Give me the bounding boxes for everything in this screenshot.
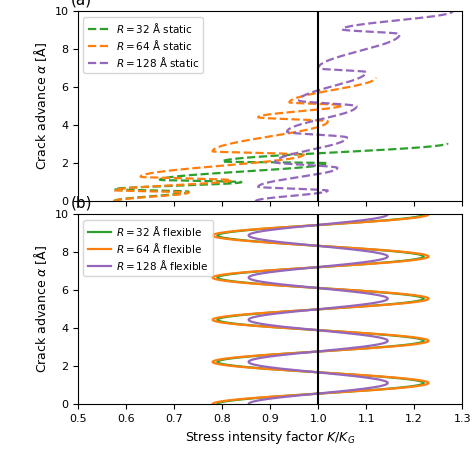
- $R = 128$ Å static: [253, 198, 259, 204]
- $R = 128$ Å static: [311, 89, 317, 94]
- $R = 32$ Å flexible: [330, 263, 336, 269]
- $R = 128$ Å flexible: [262, 321, 267, 327]
- $R = 64$ Å static: [373, 75, 379, 80]
- $R = 128$ Å flexible: [324, 263, 329, 269]
- Line: $R = 64$ Å flexible: $R = 64$ Å flexible: [212, 214, 428, 404]
- $R = 32$ Å flexible: [384, 217, 390, 223]
- $R = 32$ Å flexible: [238, 321, 244, 327]
- $R = 128$ Å flexible: [360, 217, 366, 223]
- $R = 64$ Å static: [210, 164, 216, 169]
- Text: (b): (b): [71, 196, 92, 211]
- Line: $R = 128$ Å flexible: $R = 128$ Å flexible: [248, 214, 388, 404]
- $R = 128$ Å flexible: [253, 320, 259, 326]
- $R = 64$ Å flexible: [210, 401, 215, 407]
- Legend: $R = 32$ Å static, $R = 64$ Å static, $R = 128$ Å static: $R = 32$ Å static, $R = 64$ Å static, $R…: [83, 16, 203, 73]
- $R = 32$ Å static: [237, 180, 243, 185]
- $R = 64$ Å static: [295, 95, 301, 100]
- $R = 32$ Å static: [246, 155, 252, 160]
- $R = 64$ Å static: [226, 141, 232, 147]
- Line: $R = 64$ Å static: $R = 64$ Å static: [114, 78, 376, 201]
- Line: $R = 32$ Å static: $R = 32$ Å static: [114, 143, 448, 201]
- $R = 64$ Å flexible: [248, 227, 254, 232]
- $R = 128$ Å static: [285, 129, 291, 135]
- $R = 128$ Å flexible: [270, 227, 276, 232]
- $R = 64$ Å flexible: [387, 217, 393, 223]
- $R = 32$ Å flexible: [251, 311, 256, 316]
- $R = 128$ Å static: [348, 108, 354, 114]
- $R = 128$ Å flexible: [270, 311, 276, 316]
- $R = 64$ Å static: [155, 169, 161, 175]
- $R = 64$ Å flexible: [248, 311, 254, 316]
- $R = 128$ Å flexible: [385, 212, 391, 217]
- $R = 32$ Å static: [235, 180, 241, 186]
- Y-axis label: Crack advance $\alpha$ [Å]: Crack advance $\alpha$ [Å]: [32, 245, 49, 373]
- $R = 128$ Å static: [334, 166, 340, 171]
- $R = 64$ Å static: [325, 88, 330, 94]
- $R = 64$ Å static: [183, 191, 189, 196]
- $R = 128$ Å flexible: [246, 401, 251, 407]
- Line: $R = 32$ Å flexible: $R = 32$ Å flexible: [218, 214, 424, 404]
- $R = 32$ Å flexible: [225, 320, 231, 326]
- $R = 64$ Å flexible: [426, 212, 431, 217]
- Line: $R = 128$ Å static: $R = 128$ Å static: [256, 11, 453, 201]
- $R = 32$ Å static: [310, 151, 315, 156]
- Text: (a): (a): [71, 0, 91, 8]
- $R = 32$ Å static: [445, 140, 451, 146]
- $R = 64$ Å static: [111, 198, 117, 204]
- $R = 64$ Å flexible: [221, 320, 227, 326]
- X-axis label: Stress intensity factor $K/K_G$: Stress intensity factor $K/K_G$: [185, 429, 356, 446]
- $R = 32$ Å flexible: [215, 401, 220, 407]
- $R = 128$ Å static: [450, 9, 456, 14]
- $R = 64$ Å flexible: [234, 321, 240, 327]
- $R = 32$ Å static: [111, 198, 117, 204]
- Legend: $R = 32$ Å flexible, $R = 64$ Å flexible, $R = 128$ Å flexible: $R = 32$ Å flexible, $R = 64$ Å flexible…: [83, 220, 213, 276]
- $R = 32$ Å flexible: [251, 227, 256, 232]
- $R = 32$ Å static: [197, 182, 202, 188]
- $R = 32$ Å static: [301, 164, 306, 170]
- $R = 64$ Å flexible: [330, 263, 336, 269]
- $R = 32$ Å flexible: [421, 212, 427, 217]
- $R = 128$ Å static: [354, 104, 359, 109]
- $R = 128$ Å static: [329, 114, 335, 119]
- Y-axis label: Crack advance $\alpha$ [Å]: Crack advance $\alpha$ [Å]: [32, 42, 49, 170]
